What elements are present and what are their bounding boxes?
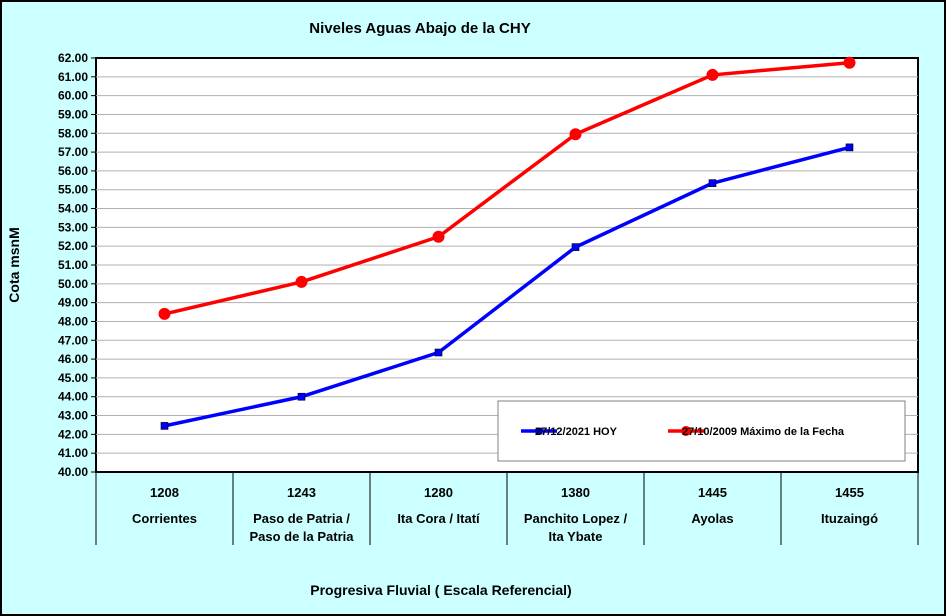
data-point	[158, 307, 171, 320]
chart-title: Niveles Aguas Abajo de la CHY	[309, 20, 530, 37]
x-axis-categories: 1208 Corrientes 1243 Paso de Patria / Paso d…	[95, 472, 919, 545]
y-tick-label: 52.00	[58, 239, 88, 253]
x-axis-title: Progresiva Fluvial ( Escala Referencial)	[310, 582, 571, 598]
y-tick-label: 48.00	[58, 314, 88, 328]
legend-swatch-marker	[535, 427, 543, 435]
data-point	[843, 56, 856, 69]
category-progresiva: 1455	[835, 485, 864, 500]
y-tick-label: 55.00	[58, 183, 88, 197]
y-tick-label: 57.00	[58, 145, 88, 159]
category-name: Panchito Lopez /	[524, 511, 628, 526]
category-progresiva: 1445	[698, 485, 727, 500]
category-name: Ita Cora / Itatí	[397, 511, 480, 526]
data-point	[571, 243, 580, 251]
y-tick-label: 60.00	[58, 89, 88, 103]
data-point	[706, 68, 719, 81]
data-point	[432, 230, 445, 243]
y-tick-label: 49.00	[58, 296, 88, 310]
legend-swatch-marker	[681, 426, 691, 436]
y-tick-label: 61.00	[58, 70, 88, 84]
data-point	[297, 392, 306, 401]
y-tick-label: 45.00	[58, 371, 88, 385]
y-tick-label: 43.00	[58, 409, 88, 423]
legend-label: 27/10/2009 Máximo de la Fecha	[682, 426, 845, 438]
series-line-0	[164, 145, 850, 428]
y-tick-label: 53.00	[58, 220, 88, 234]
category-progresiva: 1280	[424, 485, 453, 500]
category-name: Ita Ybate	[549, 529, 603, 544]
data-point	[160, 422, 169, 430]
y-tick-label: 42.00	[58, 427, 88, 441]
y-tick-label: 47.00	[58, 333, 88, 347]
category-name: Paso de la Patria	[249, 529, 354, 544]
y-tick-label: 40.00	[58, 465, 88, 479]
data-point	[434, 348, 443, 357]
y-tick-label: 51.00	[58, 258, 88, 272]
y-tick-label: 62.00	[58, 51, 88, 65]
y-axis-ticks: 40.00 41.00 42.00 43.00 44.00 45.00 46.00 47.00…	[58, 51, 96, 479]
y-axis-title: Cota msnM	[6, 227, 22, 302]
data-point	[708, 179, 717, 187]
y-tick-label: 56.00	[58, 164, 88, 178]
y-tick-label: 41.00	[58, 446, 88, 460]
y-tick-label: 59.00	[58, 107, 88, 121]
series-lines	[158, 56, 856, 430]
legend: 27/12/2021 HOY 27/10/2009 Máximo de la Fe…	[497, 400, 906, 462]
category-name: Ituzaingó	[821, 511, 878, 526]
y-tick-label: 50.00	[58, 277, 88, 291]
category-progresiva: 1380	[561, 485, 590, 500]
y-tick-label: 54.00	[58, 202, 88, 216]
category-name: Corrientes	[132, 511, 197, 526]
category-name: Paso de Patria /	[253, 511, 350, 526]
legend-label: 27/12/2021 HOY	[535, 426, 618, 438]
series-line-1	[164, 60, 850, 316]
y-tick-label: 44.00	[58, 390, 88, 404]
data-point	[569, 128, 582, 141]
grid-lines	[96, 76, 918, 454]
category-progresiva: 1208	[150, 485, 179, 500]
y-tick-label: 58.00	[58, 126, 88, 140]
y-tick-label: 46.00	[58, 352, 88, 366]
data-point	[845, 143, 854, 152]
category-name: Ayolas	[691, 511, 733, 526]
category-progresiva: 1243	[287, 485, 316, 500]
data-point	[295, 275, 308, 288]
